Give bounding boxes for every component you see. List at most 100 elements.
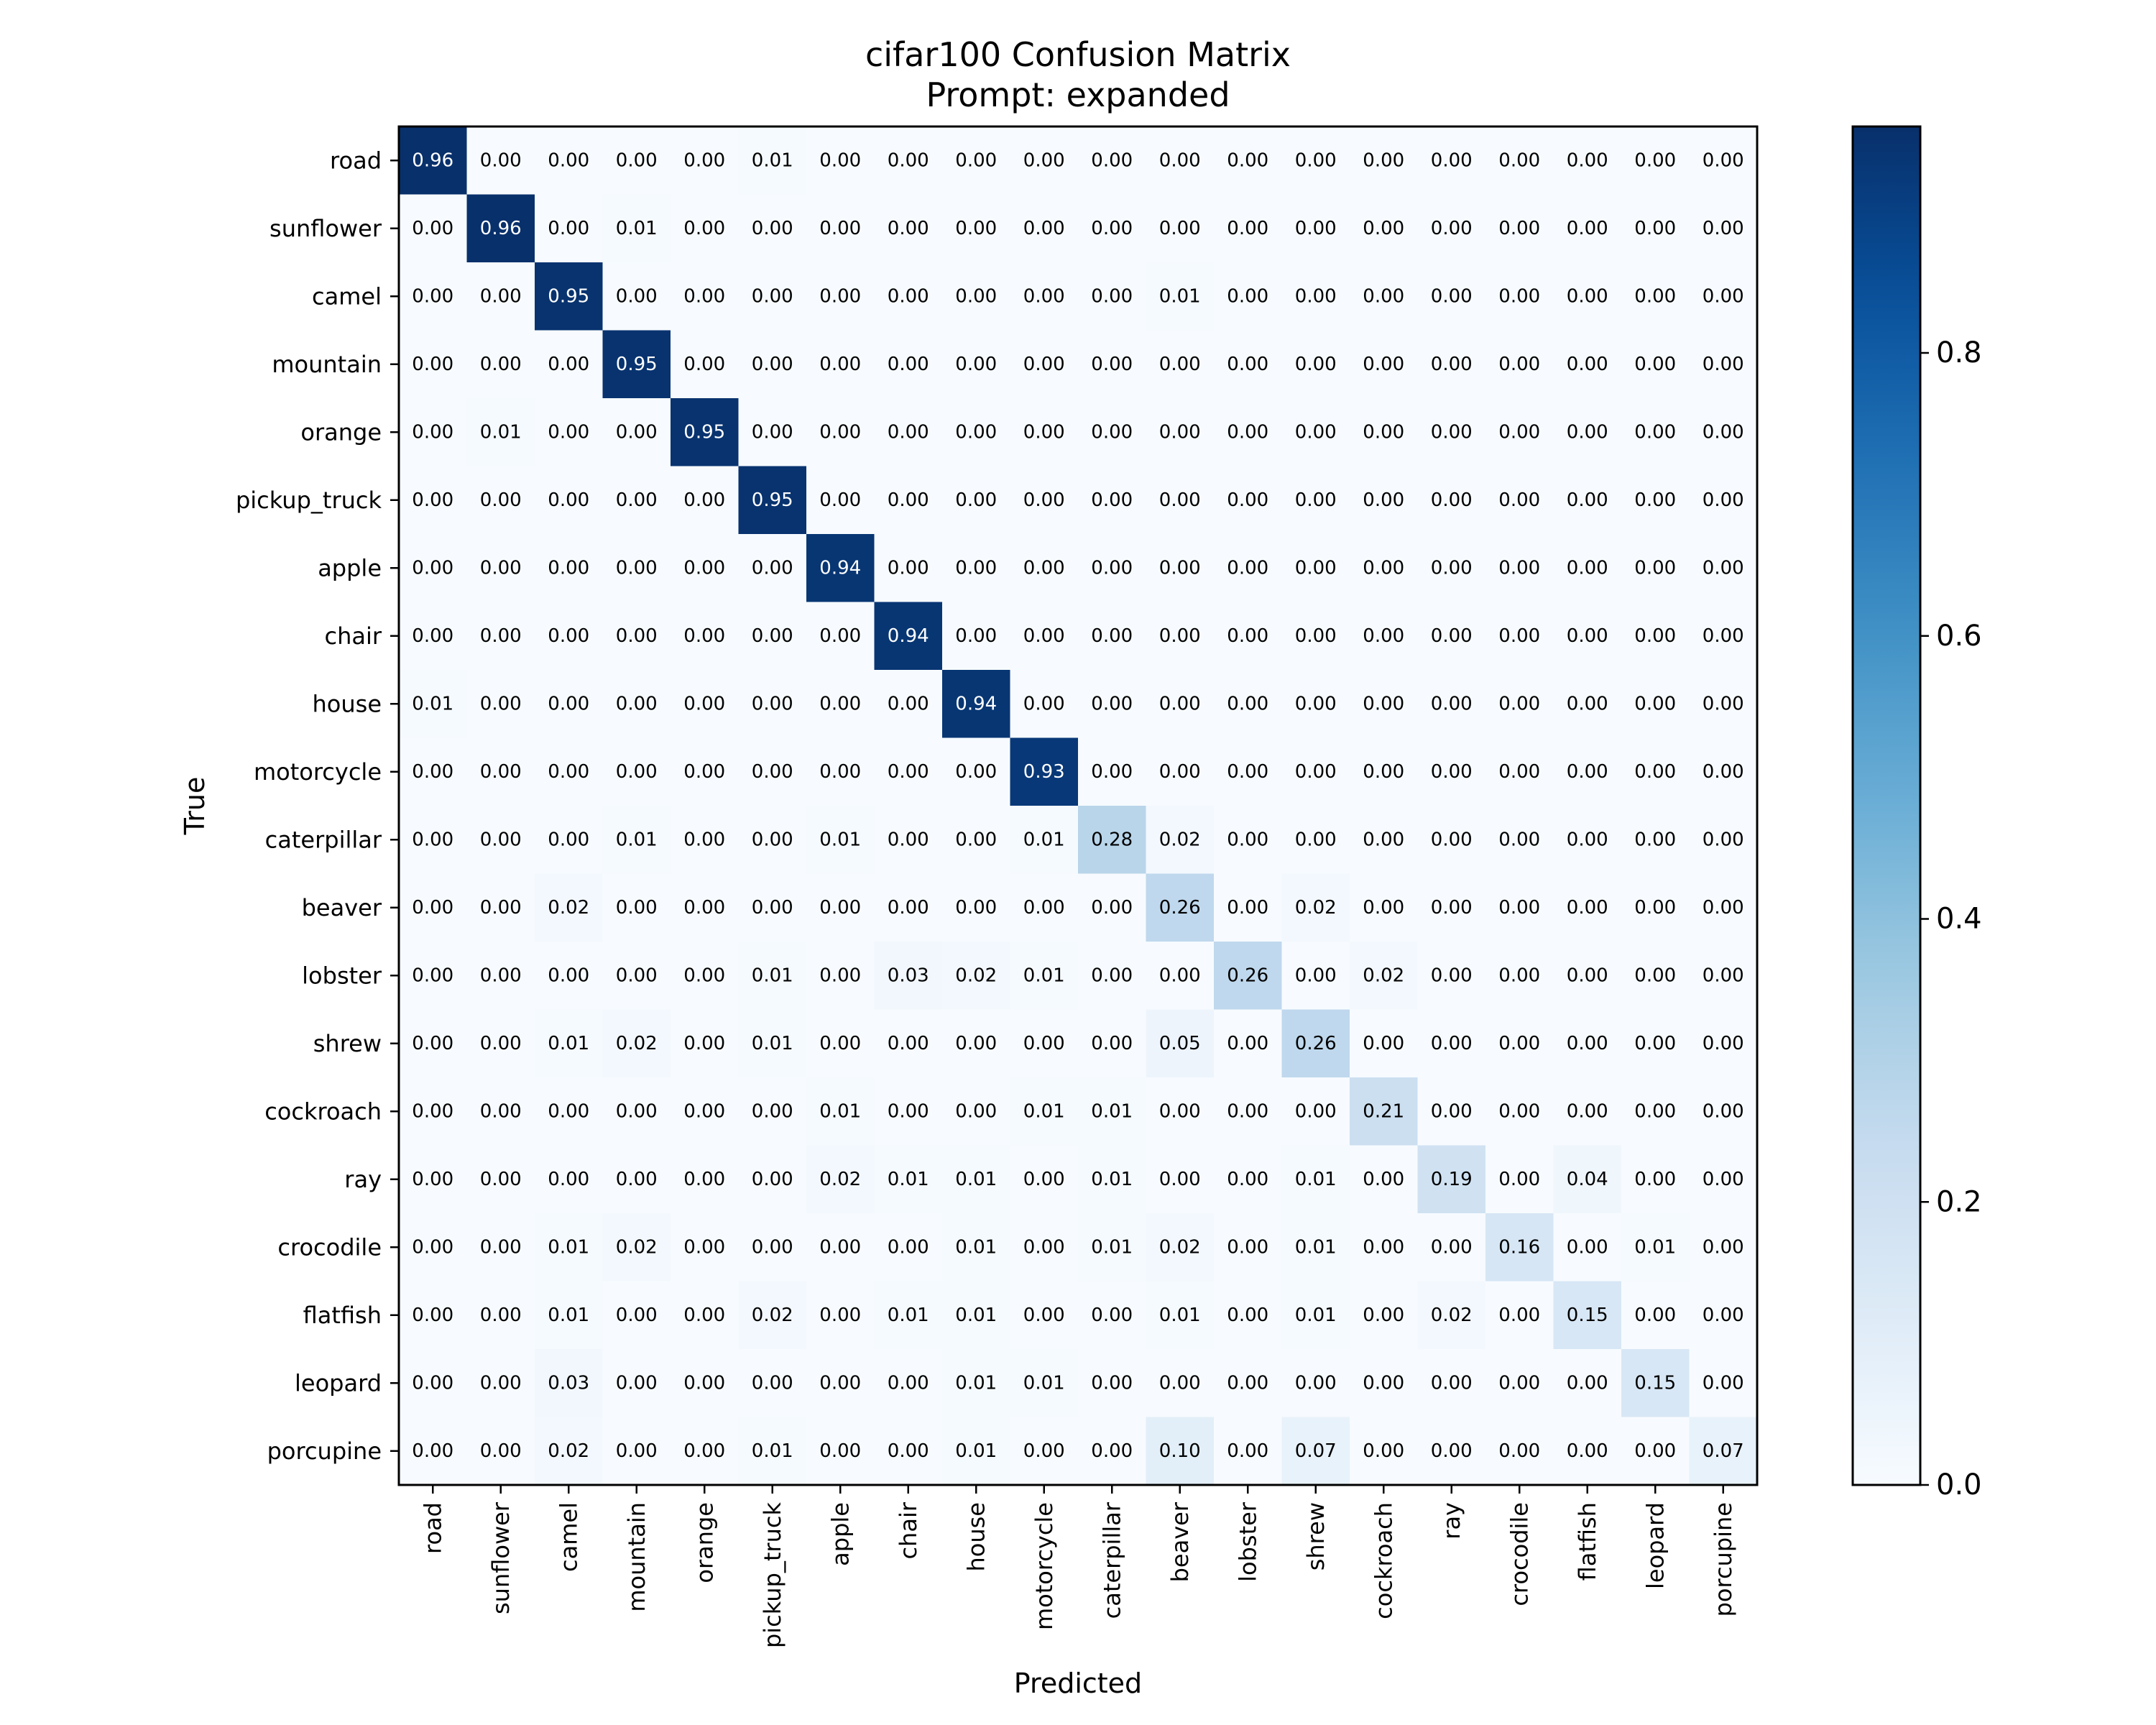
cell-value: 0.00 <box>1227 1236 1268 1258</box>
cell-beaver-pickup_truck <box>738 873 807 942</box>
cell-lobster-pickup_truck <box>738 942 807 1011</box>
cell-value: 0.00 <box>1431 965 1473 986</box>
cell-sunflower-cockroach <box>1350 194 1419 263</box>
cell-road-shrew <box>1281 126 1350 196</box>
cell-value: 0.00 <box>752 285 793 307</box>
cell-pickup_truck-apple <box>806 466 875 535</box>
cell-shrew-pickup_truck <box>738 1009 807 1078</box>
cell-lobster-house <box>942 942 1011 1011</box>
cell-caterpillar-house <box>942 806 1011 875</box>
cell-value: 0.02 <box>548 1440 589 1462</box>
cell-cockroach-ray <box>1417 1077 1486 1146</box>
cell-value: 0.00 <box>752 1100 793 1122</box>
cell-value: 0.00 <box>1091 693 1133 714</box>
cell-value: 0.03 <box>548 1372 589 1394</box>
cell-value: 0.00 <box>1091 489 1133 511</box>
cell-lobster-chair <box>874 942 943 1011</box>
cell-value: 0.28 <box>1091 829 1133 850</box>
y-tick-label: mountain <box>272 351 382 378</box>
cell-value: 0.00 <box>1567 1100 1608 1122</box>
cell-value: 0.00 <box>1498 285 1540 307</box>
cell-flatfish-road <box>399 1281 468 1350</box>
x-tick-label: chair <box>895 1501 922 1559</box>
cell-value: 0.00 <box>1159 489 1201 511</box>
cell-caterpillar-cockroach <box>1350 806 1419 875</box>
cell-value: 0.94 <box>888 625 929 647</box>
cell-flatfish-flatfish <box>1553 1281 1622 1350</box>
cell-value: 0.02 <box>1431 1305 1473 1326</box>
cell-value: 0.95 <box>752 489 793 511</box>
colorbar-tick-label: 0.4 <box>1936 903 1982 936</box>
cell-pickup_truck-road <box>399 466 468 535</box>
cell-road-camel <box>535 126 604 196</box>
cell-value: 0.00 <box>683 897 725 919</box>
cell-pickup_truck-ray <box>1417 466 1486 535</box>
cell-beaver-lobster <box>1214 873 1283 942</box>
cell-value: 0.00 <box>1227 1372 1268 1394</box>
cell-sunflower-house <box>942 194 1011 263</box>
cell-crocodile-ray <box>1417 1213 1486 1282</box>
cell-value: 0.00 <box>752 354 793 375</box>
cell-shrew-porcupine <box>1689 1009 1758 1078</box>
cell-value: 0.00 <box>1567 1372 1608 1394</box>
cell-orange-flatfish <box>1553 398 1622 467</box>
cell-value: 0.01 <box>1023 1100 1065 1122</box>
cell-value: 0.00 <box>412 218 453 239</box>
cell-value: 0.00 <box>1498 150 1540 171</box>
cell-value: 0.00 <box>1159 1100 1201 1122</box>
cell-cockroach-leopard <box>1621 1077 1690 1146</box>
cell-value: 0.02 <box>616 1033 658 1054</box>
cell-porcupine-leopard <box>1621 1417 1690 1486</box>
cell-value: 0.01 <box>1091 1236 1133 1258</box>
cell-motorcycle-chair <box>874 737 943 806</box>
cell-porcupine-chair <box>874 1417 943 1486</box>
cell-motorcycle-leopard <box>1621 737 1690 806</box>
cell-mountain-flatfish <box>1553 330 1622 399</box>
cell-leopard-lobster <box>1214 1349 1283 1418</box>
cell-value: 0.00 <box>683 489 725 511</box>
x-axis-ticks: road sunflower camel mountain orange pickup_t… <box>419 1485 1737 1648</box>
cell-porcupine-motorcycle <box>1010 1417 1079 1486</box>
cell-apple-road <box>399 534 468 603</box>
cell-value: 0.00 <box>1363 829 1404 850</box>
cell-house-mountain <box>602 670 671 739</box>
cell-ray-motorcycle <box>1010 1145 1079 1214</box>
cell-value: 0.00 <box>1295 761 1337 783</box>
cell-ray-cockroach <box>1350 1145 1419 1214</box>
cell-value: 0.00 <box>683 1033 725 1054</box>
cell-value: 0.00 <box>1295 829 1337 850</box>
cell-road-leopard <box>1621 126 1690 196</box>
cell-value: 0.00 <box>1431 1236 1473 1258</box>
cell-motorcycle-motorcycle <box>1010 737 1079 806</box>
y-tick-label: apple <box>318 554 382 581</box>
cell-flatfish-orange <box>671 1281 740 1350</box>
cell-value: 0.00 <box>1498 897 1540 919</box>
cell-house-camel <box>535 670 604 739</box>
cell-value: 0.00 <box>1023 1033 1065 1054</box>
cell-value: 0.00 <box>1431 897 1473 919</box>
cell-shrew-beaver <box>1146 1009 1215 1078</box>
cell-value: 0.00 <box>1023 557 1065 579</box>
cell-value: 0.10 <box>1159 1440 1201 1462</box>
cell-sunflower-shrew <box>1281 194 1350 263</box>
cell-crocodile-apple <box>806 1213 875 1282</box>
cell-lobster-beaver <box>1146 942 1215 1011</box>
cell-cockroach-apple <box>806 1077 875 1146</box>
cell-caterpillar-beaver <box>1146 806 1215 875</box>
cell-value: 0.00 <box>1703 625 1744 647</box>
cell-lobster-shrew <box>1281 942 1350 1011</box>
cell-value: 0.00 <box>548 557 589 579</box>
cell-value: 0.00 <box>616 965 658 986</box>
cell-house-flatfish <box>1553 670 1622 739</box>
cell-lobster-flatfish <box>1553 942 1622 1011</box>
cell-value: 0.00 <box>1295 965 1337 986</box>
cell-value: 0.00 <box>1363 693 1404 714</box>
cell-value: 0.00 <box>616 557 658 579</box>
cell-value: 0.01 <box>752 1440 793 1462</box>
cell-shrew-apple <box>806 1009 875 1078</box>
cell-value: 0.00 <box>1363 897 1404 919</box>
cell-sunflower-sunflower <box>466 194 535 263</box>
x-tick-label: camel <box>555 1502 582 1572</box>
cell-value: 0.00 <box>1091 1305 1133 1326</box>
cell-value: 0.00 <box>1363 1169 1404 1190</box>
